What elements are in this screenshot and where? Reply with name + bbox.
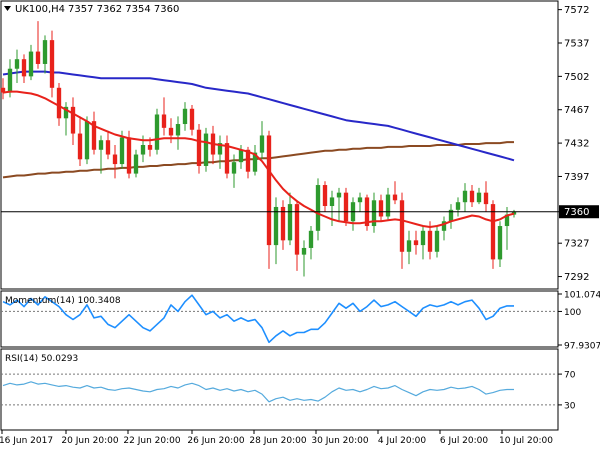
momentum-tick-label: 97.9307 <box>564 342 600 352</box>
candle-body <box>190 109 194 130</box>
candle-body <box>393 195 397 201</box>
candle-body <box>470 191 474 202</box>
time-tick-label: 22 Jun 20:00 <box>123 436 180 446</box>
candlesticks <box>1 21 516 276</box>
candle-body <box>274 207 278 245</box>
candle-body <box>8 69 12 93</box>
candle-body <box>421 231 425 245</box>
candle-body <box>169 128 173 136</box>
current-price-label: 7360 <box>564 207 589 218</box>
candle-body <box>36 52 40 64</box>
candle-body <box>113 155 117 165</box>
time-tick-label: 16 Jun 2017 <box>0 436 53 446</box>
candle-body <box>85 121 89 159</box>
candle-body <box>316 185 320 231</box>
candle-body <box>337 193 341 198</box>
candle-body <box>484 193 488 204</box>
candle-body <box>141 145 145 155</box>
rsi-axis: 70 30 <box>1 371 576 412</box>
candle-body <box>183 109 187 124</box>
candle-body <box>386 195 390 217</box>
candle-body <box>29 52 33 77</box>
candle-body <box>232 162 236 173</box>
time-tick-label: 26 Jun 20:00 <box>187 436 244 446</box>
time-axis: 16 Jun 2017 20 Jun 20:00 22 Jun 20:00 26 Ju… <box>0 430 553 446</box>
price-tick-label: 7537 <box>564 38 589 49</box>
candle-body <box>323 185 327 206</box>
rsi-tick-label: 30 <box>564 401 576 411</box>
candle-body <box>148 145 152 150</box>
candle-body <box>358 197 362 202</box>
candle-body <box>435 231 439 252</box>
candle-body <box>78 134 82 160</box>
symbol-label: UK100,H4 <box>15 4 65 15</box>
candle-body <box>463 191 467 202</box>
price-tick-label: 7432 <box>564 139 589 150</box>
time-tick-label: 20 Jun 20:00 <box>61 436 118 446</box>
candle-body <box>260 135 264 152</box>
candle-body <box>120 137 124 164</box>
candle-body <box>197 130 201 166</box>
price-tick-label: 7397 <box>564 172 589 183</box>
candle-body <box>99 140 103 150</box>
candle-body <box>204 134 208 166</box>
rsi-panel-frame <box>1 349 558 430</box>
candle-body <box>309 231 313 248</box>
rsi-label: RSI(14) 50.0293 <box>5 354 78 364</box>
dropdown-triangle-icon[interactable] <box>4 6 11 11</box>
candle-body <box>302 248 306 255</box>
candle-body <box>106 140 110 154</box>
momentum-label: Momentum(14) 100.3408 <box>5 296 121 306</box>
candle-body <box>239 150 243 162</box>
price-tick-label: 7572 <box>564 5 589 16</box>
candle-body <box>155 114 159 149</box>
candle-body <box>50 40 54 88</box>
candle-body <box>428 231 432 252</box>
candle-body <box>57 88 61 119</box>
candle-body <box>15 59 19 69</box>
chart-header: UK100,H4 7357 7362 7354 7360 <box>4 4 179 15</box>
time-tick-label: 30 Jun 20:00 <box>311 436 368 446</box>
price-tick-label: 7502 <box>564 72 589 83</box>
time-tick-label: 28 Jun 20:00 <box>249 436 306 446</box>
candle-body <box>71 107 75 134</box>
candle-body <box>400 200 404 251</box>
current-price-tag: 7360 <box>559 205 599 218</box>
candle-body <box>134 155 138 174</box>
time-tick-label: 4 Jul 20:00 <box>378 436 427 446</box>
candle-body <box>127 137 131 173</box>
candle-body <box>477 193 481 203</box>
candle-body <box>162 114 166 127</box>
candle-body <box>225 143 229 174</box>
price-tick-label: 7327 <box>564 239 589 250</box>
price-tick-label: 7292 <box>564 272 589 283</box>
candle-body <box>407 240 411 251</box>
candle-body <box>414 240 418 245</box>
rsi-path <box>3 382 514 402</box>
time-tick-label: 6 Jul 20:00 <box>440 436 489 446</box>
momentum-tick-label: 101.0748 <box>564 291 600 301</box>
time-tick-label: 10 Jul 20:00 <box>499 436 553 446</box>
candle-body <box>491 204 495 259</box>
candle-body <box>330 197 334 206</box>
candle-body <box>267 135 271 245</box>
candle-body <box>288 204 292 240</box>
candle-body <box>379 200 383 216</box>
price-tick-label: 7467 <box>564 105 589 116</box>
candle-body <box>43 40 47 64</box>
candle-body <box>344 193 348 222</box>
ohlc-values: 7357 7362 7354 7360 <box>68 4 179 15</box>
candle-body <box>22 59 26 76</box>
main-price-axis: 7572 7537 7502 7467 7432 7397 7360 7327 7292 <box>558 5 589 283</box>
rsi-line <box>3 382 514 402</box>
candle-body <box>456 202 460 210</box>
candle-body <box>176 124 180 135</box>
candle-body <box>498 226 502 259</box>
momentum-tick-label: 100 <box>564 308 581 318</box>
rsi-tick-label: 70 <box>564 371 576 381</box>
